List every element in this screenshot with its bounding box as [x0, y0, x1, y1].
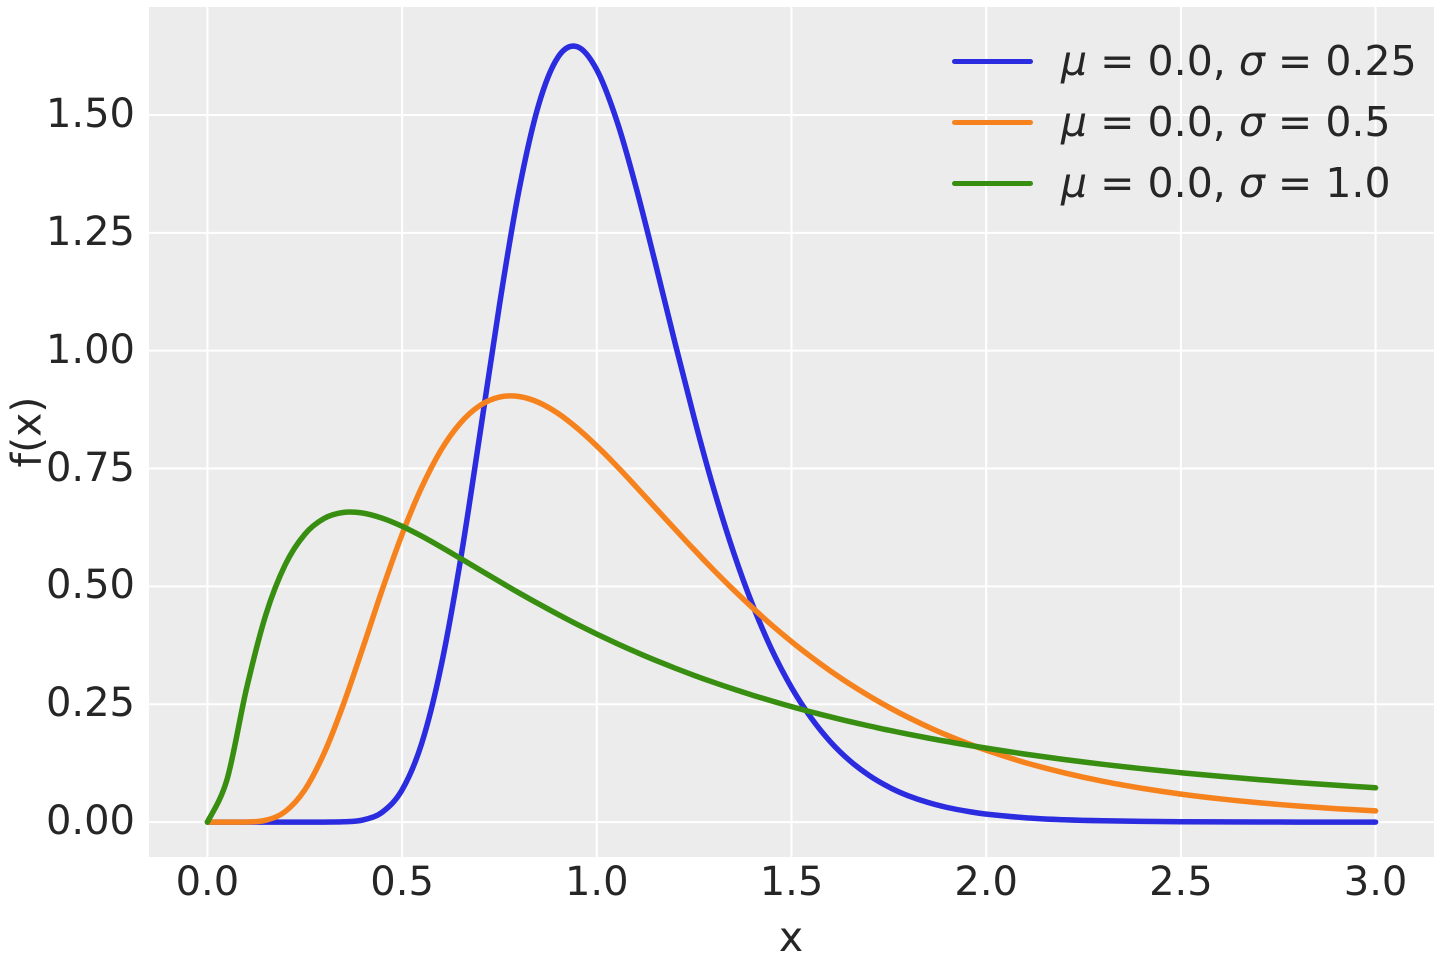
x-tick-label: 3.0: [1343, 859, 1408, 905]
legend-label: μ = 0.0, σ = 0.25: [1061, 37, 1417, 85]
y-tick-label: 0.50: [45, 562, 135, 609]
x-tick-label: 1.5: [759, 859, 824, 905]
x-tick-label: 2.0: [954, 859, 1018, 905]
legend-label: μ = 0.0, σ = 0.5: [1061, 98, 1391, 146]
y-tick-label: 1.00: [45, 326, 135, 373]
curve-sigma-0.25: [204, 43, 1379, 825]
y-axis-label: f(x): [2, 396, 51, 468]
curve-sigma-0.5: [204, 393, 1379, 825]
legend-item: μ = 0.0, σ = 1.0: [952, 153, 1417, 214]
legend-item: μ = 0.0, σ = 0.25: [952, 31, 1417, 92]
y-tick-label: 0.25: [45, 680, 135, 727]
x-tick-label: 1.0: [564, 859, 629, 905]
legend-swatch: [952, 180, 1033, 187]
legend-item: μ = 0.0, σ = 0.5: [952, 92, 1417, 153]
y-tick-label: 1.25: [45, 209, 135, 256]
x-tick-label: 2.5: [1149, 859, 1213, 905]
y-tick-label: 0.00: [45, 798, 135, 845]
x-tick-label: 0.5: [370, 859, 434, 905]
legend-swatch: [952, 58, 1033, 65]
legend-swatch: [952, 119, 1033, 126]
curve-sigma-1: [204, 509, 1379, 825]
x-axis-label: x: [778, 913, 804, 960]
legend: μ = 0.0, σ = 0.25 μ = 0.0, σ = 0.5 μ = 0.0…: [952, 31, 1417, 214]
y-tick-label: 0.75: [45, 444, 135, 491]
y-tick-label: 1.50: [45, 91, 135, 138]
x-tick-label: 0.0: [175, 859, 240, 905]
curves: [204, 43, 1379, 825]
legend-label: μ = 0.0, σ = 1.0: [1061, 159, 1391, 207]
